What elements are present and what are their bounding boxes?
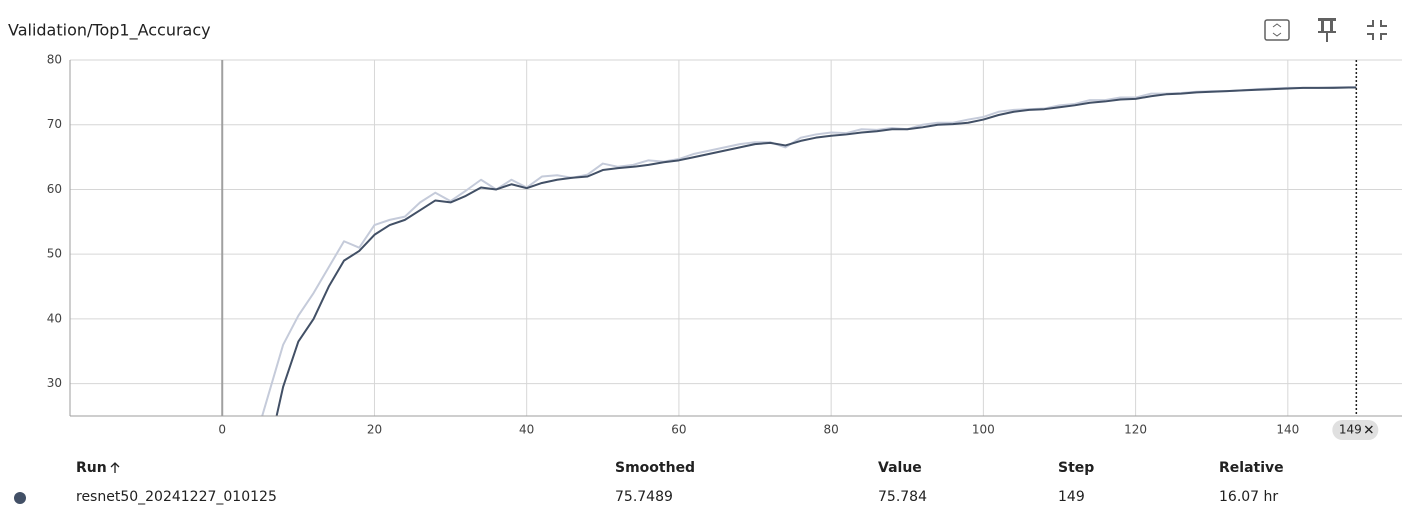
cell-value: 75.784 xyxy=(878,489,927,505)
x-tick-label: 40 xyxy=(519,423,534,437)
hover-marker: 149 xyxy=(1332,60,1379,440)
y-tick-label: 70 xyxy=(47,117,62,131)
run-color-dot xyxy=(14,492,26,504)
hover-step-label: 149 xyxy=(1339,423,1362,437)
y-tick-label: 40 xyxy=(47,311,62,325)
header-smoothed: Smoothed xyxy=(615,460,695,476)
header-run[interactable]: Run xyxy=(76,460,107,476)
pin-button[interactable] xyxy=(1318,18,1336,42)
hover-close-icon xyxy=(1364,425,1373,434)
y-tick-label: 60 xyxy=(47,182,62,196)
header-relative: Relative xyxy=(1219,460,1284,476)
x-tick-label: 140 xyxy=(1276,423,1299,437)
cell-smoothed: 75.7489 xyxy=(615,489,673,505)
cell-run: resnet50_20241227_010125 xyxy=(76,489,277,505)
y-tick-label: 50 xyxy=(47,247,62,261)
y-tick-label: 30 xyxy=(47,376,62,390)
fit-domain-button[interactable] xyxy=(1264,19,1290,41)
cell-relative: 16.07 hr xyxy=(1219,489,1278,505)
sort-arrow[interactable] xyxy=(110,462,120,473)
plot-lines xyxy=(261,86,1357,416)
x-tick-label: 60 xyxy=(671,423,686,437)
data-table: Run Smoothed Value Step Relative resnet5… xyxy=(14,460,1284,505)
y-tick-label: 80 xyxy=(47,53,62,67)
x-tick-label: 20 xyxy=(367,423,382,437)
header-value: Value xyxy=(878,460,922,476)
collapse-button[interactable] xyxy=(1367,20,1387,40)
tick-labels: 30 40 50 60 70 80 0 20 40 60 80 100 120 140 xyxy=(47,53,1300,437)
x-tick-label: 100 xyxy=(972,423,995,437)
x-tick-label: 80 xyxy=(824,423,839,437)
grid xyxy=(70,59,1402,416)
chart-title: Validation/Top1_Accuracy xyxy=(8,21,211,41)
cell-step: 149 xyxy=(1058,489,1085,505)
x-tick-label: 120 xyxy=(1124,423,1147,437)
series-line xyxy=(261,86,1357,416)
hover-pill xyxy=(1332,420,1379,440)
header-step: Step xyxy=(1058,460,1094,476)
series-line xyxy=(275,86,1357,416)
x-tick-label: 0 xyxy=(218,423,226,437)
